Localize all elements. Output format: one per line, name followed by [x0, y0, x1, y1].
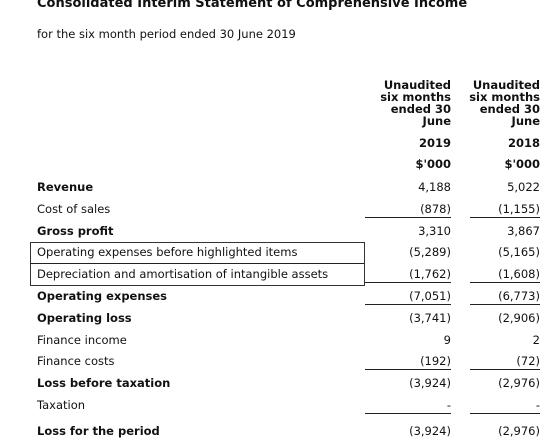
row-label: Finance costs	[37, 354, 115, 369]
underline	[365, 413, 451, 414]
column-unit: $'000	[415, 157, 451, 171]
cell-value: 5,022	[507, 180, 540, 194]
underline	[365, 304, 451, 305]
row-label: Loss for the period	[37, 423, 160, 438]
row-label: Revenue	[37, 180, 94, 194]
cell-value: (3,741)	[409, 310, 451, 325]
cell-value: (192)	[420, 354, 451, 369]
row-label: Taxation	[37, 398, 86, 412]
cell-value: (3,924)	[409, 376, 451, 391]
column-heading: Unaudited six months ended 30 June	[469, 78, 540, 128]
cell-value: -	[446, 398, 451, 412]
underline	[365, 369, 451, 371]
underline	[470, 216, 540, 218]
cell-value: (2,976)	[498, 376, 540, 391]
cell-value: 2	[532, 332, 540, 347]
underline	[365, 282, 451, 284]
subtitle: for the six month period ended 30 June 2…	[37, 27, 296, 41]
cell-value: 3,310	[418, 223, 451, 238]
cell-value: 3,867	[507, 223, 540, 238]
column-year: 2019	[418, 136, 451, 150]
cell-value: (6,773)	[498, 289, 540, 303]
cell-value: (72)	[516, 354, 540, 369]
underline	[470, 304, 540, 305]
row-label: Depreciation and amortisation of intangi…	[37, 267, 329, 282]
row-label: Gross profit	[37, 223, 114, 238]
cell-value: (878)	[420, 201, 451, 216]
cell-value: (5,289)	[409, 245, 451, 260]
column-heading: Unaudited six months ended 30 June	[380, 78, 451, 128]
row-label: Operating expenses	[37, 289, 168, 303]
underline	[470, 282, 540, 284]
cell-value: (2,906)	[498, 310, 540, 325]
column-unit: $'000	[504, 157, 540, 171]
cell-value: (2,976)	[498, 423, 540, 438]
cell-value: 4,188	[418, 180, 451, 194]
underline	[365, 216, 451, 218]
row-label: Cost of sales	[37, 201, 111, 216]
cell-value: (7,051)	[409, 289, 451, 303]
row-label: Finance income	[37, 332, 127, 347]
cell-value: (1,608)	[498, 267, 540, 282]
cell-value: (1,155)	[498, 201, 540, 216]
cell-value: 9	[443, 332, 451, 347]
row-label: Operating loss	[37, 310, 132, 325]
underline	[470, 413, 540, 414]
column-year: 2018	[507, 136, 540, 150]
underline	[470, 369, 540, 371]
title: Consolidated Interim Statement of Compre…	[37, 0, 468, 11]
row-label: Operating expenses before highlighted it…	[37, 245, 298, 260]
cell-value: (5,165)	[498, 245, 540, 260]
row-label: Loss before taxation	[37, 376, 171, 391]
cell-value: (1,762)	[409, 267, 451, 282]
highlight-box	[30, 242, 365, 286]
row-divider	[30, 263, 364, 264]
cell-value: -	[535, 398, 540, 412]
cell-value: (3,924)	[409, 423, 451, 438]
